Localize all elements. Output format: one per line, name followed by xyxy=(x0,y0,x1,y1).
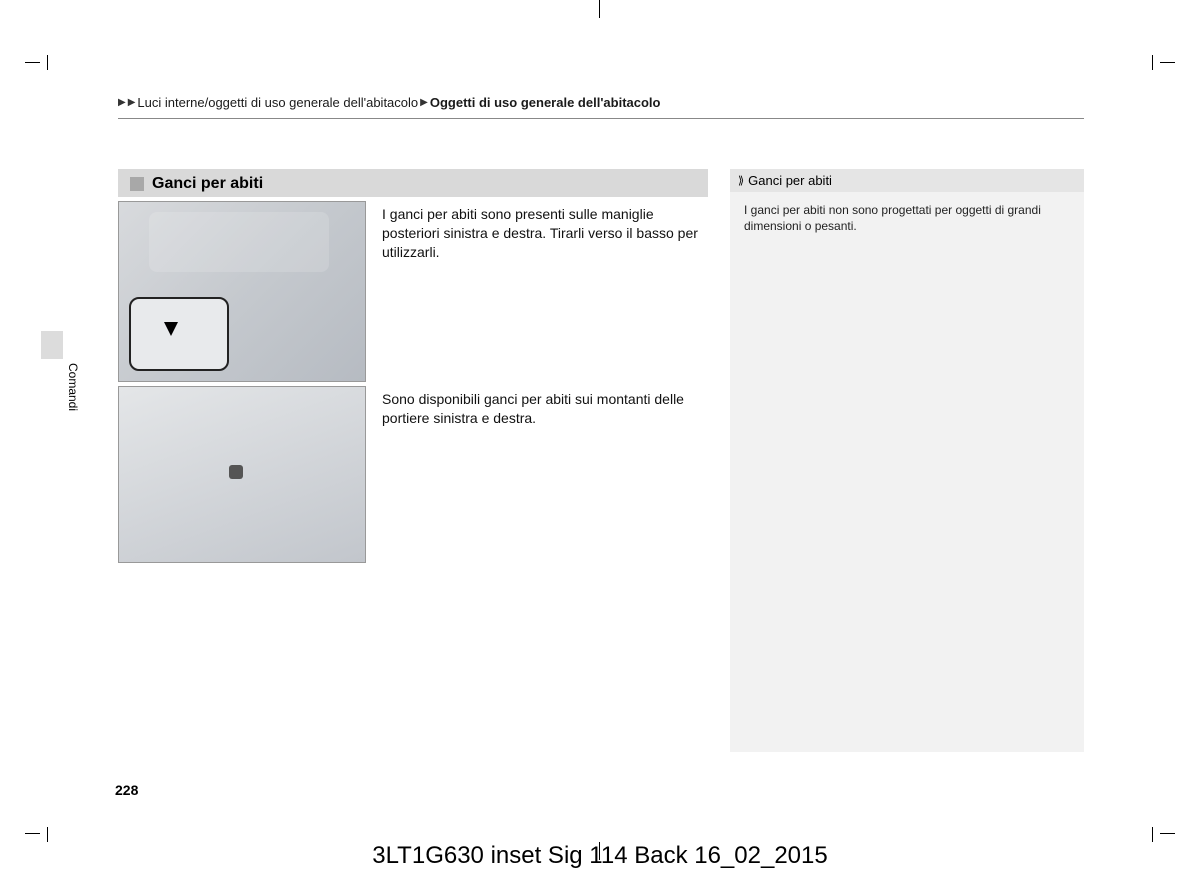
callout-inset xyxy=(129,297,229,371)
breadcrumb: ▶ ▶ Luci interne/oggetti di uso generale… xyxy=(118,95,1084,119)
triangle-icon: ▶ xyxy=(420,97,428,108)
print-footer: 3LT1G630 inset Sig 114 Back 16_02_2015 xyxy=(0,842,1200,870)
crop-mark xyxy=(25,62,40,63)
page-number: 228 xyxy=(115,782,138,798)
square-icon xyxy=(130,177,144,191)
section-tab-label: Comandi xyxy=(66,363,80,411)
crop-mark xyxy=(25,833,40,834)
arrow-down-icon xyxy=(164,322,178,336)
crop-mark xyxy=(1152,827,1153,842)
crop-mark xyxy=(1160,62,1175,63)
section-title: Ganci per abiti xyxy=(152,175,263,193)
body-paragraph: I ganci per abiti sono presenti sulle ma… xyxy=(382,201,708,382)
right-column: ⟫ Ganci per abiti I ganci per abiti non … xyxy=(730,169,1084,752)
breadcrumb-part: Oggetti di uso generale dell'abitacolo xyxy=(430,95,661,110)
page-content: ▶ ▶ Luci interne/oggetti di uso generale… xyxy=(118,95,1084,752)
triangle-icon: ▶ xyxy=(128,97,136,108)
content-row: Sono disponibili ganci per abiti sui mon… xyxy=(118,386,708,563)
illustration-pillar-hook xyxy=(118,386,366,563)
main-columns: Ganci per abiti I ganci per abiti sono p… xyxy=(118,169,1084,752)
crop-mark xyxy=(599,0,600,18)
sidebar-text: I ganci per abiti non sono progettati pe… xyxy=(744,203,1041,233)
crop-mark xyxy=(47,55,48,70)
section-heading: Ganci per abiti xyxy=(118,169,708,197)
content-row: I ganci per abiti sono presenti sulle ma… xyxy=(118,201,708,382)
crop-mark xyxy=(47,827,48,842)
double-chevron-icon: ⟫ xyxy=(738,174,744,187)
breadcrumb-part: Luci interne/oggetti di uso generale del… xyxy=(137,95,418,110)
crop-mark xyxy=(1152,55,1153,70)
tab-marker xyxy=(41,331,63,359)
sidebar-heading: ⟫ Ganci per abiti xyxy=(730,169,1084,192)
hook-icon xyxy=(229,465,243,479)
body-paragraph: Sono disponibili ganci per abiti sui mon… xyxy=(382,386,708,563)
triangle-icon: ▶ xyxy=(118,97,126,108)
crop-mark xyxy=(1160,833,1175,834)
sidebar-body: I ganci per abiti non sono progettati pe… xyxy=(730,192,1084,752)
illustration-grab-handle xyxy=(118,201,366,382)
left-column: Ganci per abiti I ganci per abiti sono p… xyxy=(118,169,708,752)
sidebar-title: Ganci per abiti xyxy=(748,173,832,188)
